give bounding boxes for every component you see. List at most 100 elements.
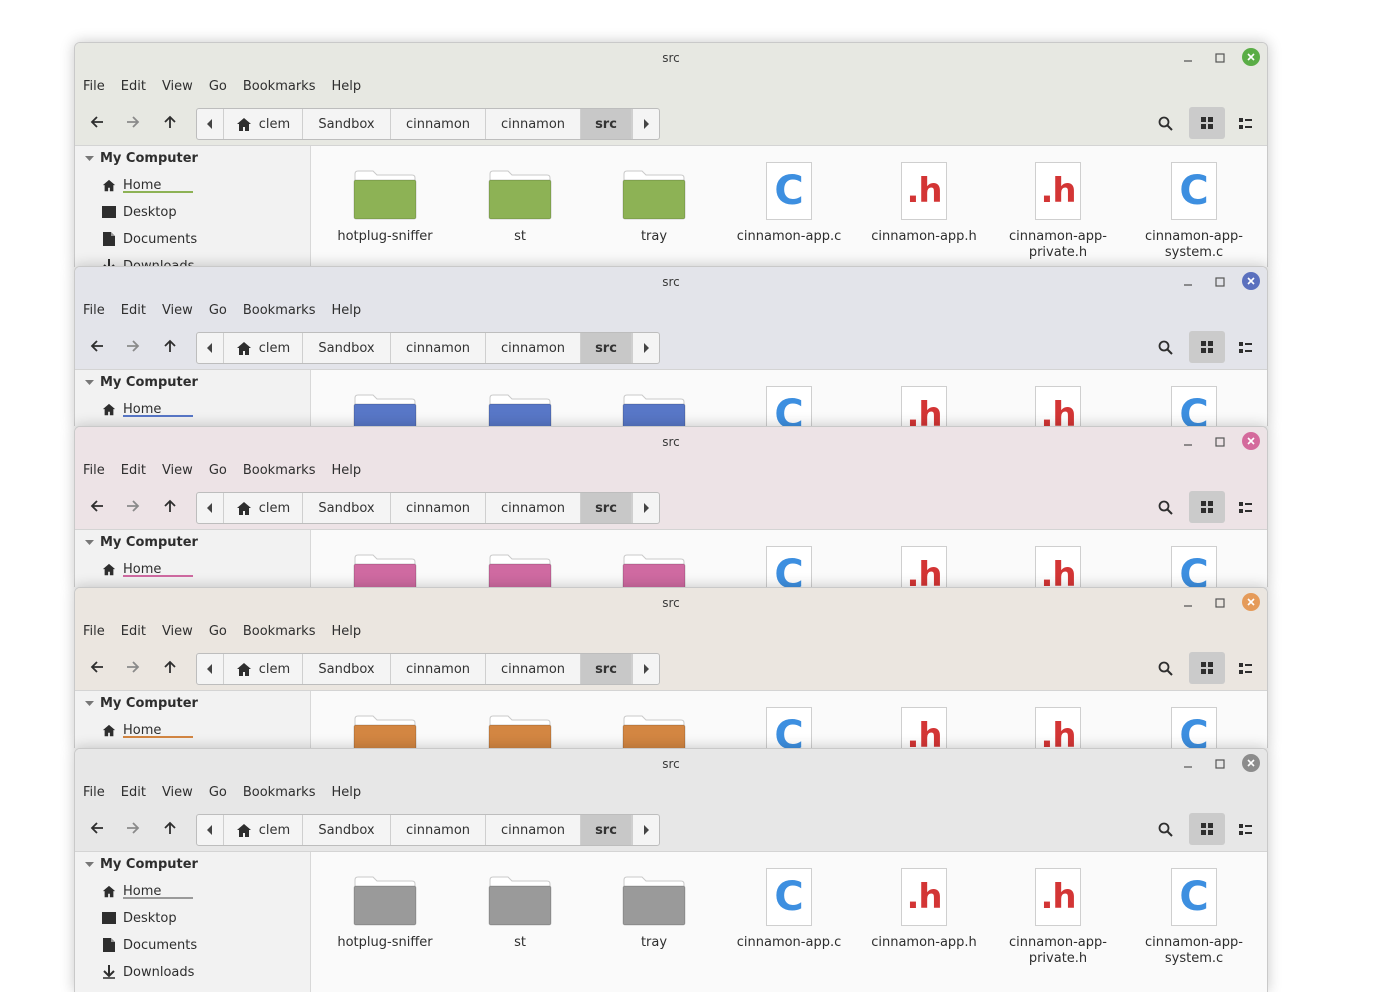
menu-view[interactable]: View: [161, 623, 193, 639]
list-view-button[interactable]: [1227, 107, 1263, 139]
up-button[interactable]: [154, 331, 186, 361]
sidebar-section-header[interactable]: My Computer: [85, 151, 198, 166]
menu-bookmarks[interactable]: Bookmarks: [242, 302, 316, 318]
file-item[interactable]: tray: [588, 866, 720, 951]
breadcrumb-item[interactable]: cinnamon: [486, 654, 581, 684]
list-view-button[interactable]: [1227, 491, 1263, 523]
close-button[interactable]: [1242, 272, 1260, 290]
sidebar-item-desktop[interactable]: Desktop: [102, 203, 177, 221]
menu-edit[interactable]: Edit: [120, 78, 146, 94]
file-item[interactable]: C cinnamon-app- system.c: [1128, 705, 1260, 748]
breadcrumb-item[interactable]: clem: [224, 815, 303, 845]
close-button[interactable]: [1242, 48, 1260, 66]
file-item[interactable]: hotplug-sniffer: [319, 866, 451, 951]
list-view-button[interactable]: [1227, 331, 1263, 363]
sidebar-section-header[interactable]: My Computer: [85, 535, 198, 550]
breadcrumb-item[interactable]: Sandbox: [303, 333, 391, 363]
menu-file[interactable]: File: [83, 78, 105, 94]
menu-go[interactable]: Go: [208, 784, 227, 800]
breadcrumb-item[interactable]: Sandbox: [303, 654, 391, 684]
breadcrumb-scroll-left[interactable]: [197, 654, 224, 684]
menu-edit[interactable]: Edit: [120, 784, 146, 800]
file-item[interactable]: st: [454, 705, 586, 748]
maximize-button[interactable]: [1213, 50, 1227, 66]
icon-view-button[interactable]: [1189, 107, 1225, 139]
forward-button[interactable]: [117, 107, 149, 137]
icon-view-button[interactable]: [1189, 491, 1225, 523]
menu-go[interactable]: Go: [208, 623, 227, 639]
breadcrumb-scroll-right[interactable]: [632, 654, 659, 684]
back-button[interactable]: [81, 491, 113, 521]
search-button[interactable]: [1147, 813, 1183, 845]
minimize-button[interactable]: [1181, 756, 1195, 772]
menu-edit[interactable]: Edit: [120, 302, 146, 318]
breadcrumb-item[interactable]: Sandbox: [303, 493, 391, 523]
menu-help[interactable]: Help: [331, 462, 362, 478]
icon-view-button[interactable]: [1189, 331, 1225, 363]
back-button[interactable]: [81, 331, 113, 361]
breadcrumb-scroll-left[interactable]: [197, 109, 224, 139]
file-item[interactable]: .h cinnamon-app.h: [858, 544, 990, 587]
file-item[interactable]: hotplug-sniffer: [319, 544, 451, 587]
sidebar-item-home[interactable]: Home: [102, 882, 161, 900]
breadcrumb-item[interactable]: cinnamon: [391, 815, 486, 845]
file-item[interactable]: .h cinnamon-app- private.h: [992, 866, 1124, 967]
menu-help[interactable]: Help: [331, 302, 362, 318]
close-button[interactable]: [1242, 593, 1260, 611]
breadcrumb-scroll-left[interactable]: [197, 815, 224, 845]
file-item[interactable]: st: [454, 160, 586, 245]
list-view-button[interactable]: [1227, 652, 1263, 684]
icon-view-button[interactable]: [1189, 813, 1225, 845]
breadcrumb-item[interactable]: cinnamon: [391, 654, 486, 684]
file-item[interactable]: .h cinnamon-app.h: [858, 866, 990, 951]
title-bar[interactable]: src: [75, 267, 1267, 297]
breadcrumb-item[interactable]: clem: [224, 654, 303, 684]
file-item[interactable]: C cinnamon-app.c: [723, 384, 855, 426]
up-button[interactable]: [154, 107, 186, 137]
breadcrumb-item[interactable]: cinnamon: [486, 493, 581, 523]
breadcrumb-scroll-right[interactable]: [632, 109, 659, 139]
file-item[interactable]: tray: [588, 160, 720, 245]
breadcrumb-scroll-right[interactable]: [632, 333, 659, 363]
breadcrumb-scroll-right[interactable]: [632, 815, 659, 845]
breadcrumb-item[interactable]: clem: [224, 333, 303, 363]
search-button[interactable]: [1147, 652, 1183, 684]
search-button[interactable]: [1147, 331, 1183, 363]
title-bar[interactable]: src: [75, 588, 1267, 618]
list-view-button[interactable]: [1227, 813, 1263, 845]
back-button[interactable]: [81, 107, 113, 137]
breadcrumb-item[interactable]: cinnamon: [486, 109, 581, 139]
menu-view[interactable]: View: [161, 462, 193, 478]
up-button[interactable]: [154, 813, 186, 843]
close-button[interactable]: [1242, 432, 1260, 450]
sidebar-section-header[interactable]: My Computer: [85, 857, 198, 872]
sidebar-item-home[interactable]: Home: [102, 176, 161, 194]
back-button[interactable]: [81, 652, 113, 682]
menu-file[interactable]: File: [83, 462, 105, 478]
breadcrumb-item[interactable]: cinnamon: [391, 493, 486, 523]
menu-help[interactable]: Help: [331, 623, 362, 639]
menu-view[interactable]: View: [161, 78, 193, 94]
menu-bookmarks[interactable]: Bookmarks: [242, 784, 316, 800]
title-bar[interactable]: src: [75, 427, 1267, 457]
breadcrumb-item[interactable]: src: [581, 654, 632, 684]
menu-go[interactable]: Go: [208, 78, 227, 94]
breadcrumb-item[interactable]: Sandbox: [303, 109, 391, 139]
sidebar-item-desktop[interactable]: Desktop: [102, 909, 177, 927]
menu-help[interactable]: Help: [331, 784, 362, 800]
up-button[interactable]: [154, 491, 186, 521]
breadcrumb-item[interactable]: src: [581, 109, 632, 139]
file-item[interactable]: st: [454, 384, 586, 426]
search-button[interactable]: [1147, 107, 1183, 139]
breadcrumb-item[interactable]: Sandbox: [303, 815, 391, 845]
breadcrumb-item[interactable]: clem: [224, 493, 303, 523]
sidebar-item-home[interactable]: Home: [102, 560, 161, 578]
menu-bookmarks[interactable]: Bookmarks: [242, 462, 316, 478]
breadcrumb-item[interactable]: src: [581, 815, 632, 845]
menu-help[interactable]: Help: [331, 78, 362, 94]
forward-button[interactable]: [117, 491, 149, 521]
file-item[interactable]: hotplug-sniffer: [319, 705, 451, 748]
breadcrumb-item[interactable]: src: [581, 493, 632, 523]
menu-bookmarks[interactable]: Bookmarks: [242, 623, 316, 639]
sidebar-item-documents[interactable]: Documents: [102, 936, 197, 954]
